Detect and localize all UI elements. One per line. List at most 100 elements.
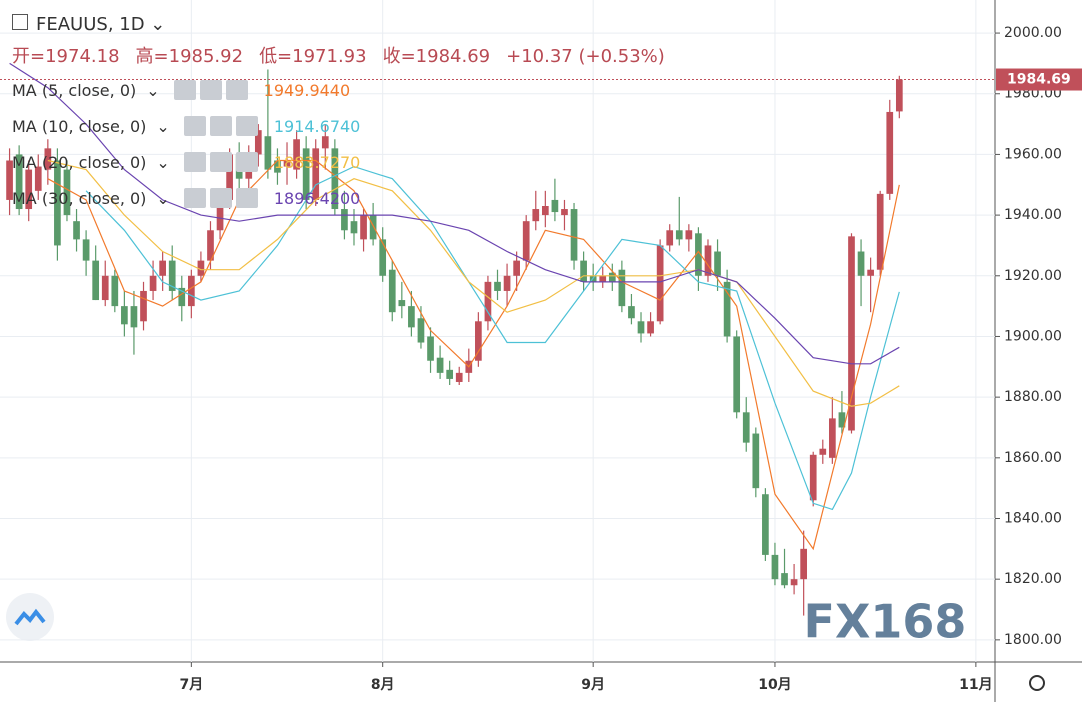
candle-body bbox=[159, 260, 166, 276]
candle-body bbox=[274, 160, 281, 173]
candle-body bbox=[130, 306, 138, 328]
candle-body bbox=[388, 269, 396, 313]
candle-body bbox=[570, 209, 578, 261]
ma-name: MA (10, close, 0) bbox=[12, 116, 147, 136]
candle-body bbox=[302, 148, 310, 200]
candle-body bbox=[369, 215, 377, 240]
ma-value: 1949.9440 bbox=[263, 80, 351, 100]
y-tick-label: 1920.00 bbox=[1004, 268, 1062, 284]
y-tick-label: 2000.00 bbox=[1004, 25, 1062, 41]
candle-body bbox=[341, 209, 348, 231]
y-tick-label: 1940.00 bbox=[1004, 207, 1062, 223]
candle-body bbox=[264, 136, 272, 170]
ma-line bbox=[85, 165, 900, 511]
candle-body bbox=[140, 290, 147, 322]
ma-button[interactable] bbox=[235, 152, 258, 172]
candle-body bbox=[561, 209, 568, 216]
candle-body bbox=[513, 260, 520, 276]
candle-body bbox=[408, 306, 415, 328]
ohlc-item: 低=1971.93 bbox=[259, 46, 367, 67]
chevron: ⌄ bbox=[156, 116, 170, 136]
candle-body bbox=[436, 357, 444, 373]
symbol[interactable]: FEAUUS, 1D ⌄ bbox=[12, 14, 165, 35]
x-tick-label: 7月 bbox=[179, 677, 203, 693]
ohlc-item: +10.37 (+0.53%) bbox=[506, 46, 665, 67]
candle-body bbox=[149, 275, 157, 291]
symbol-text: FEAUUS, 1D bbox=[36, 14, 145, 35]
ma-button[interactable] bbox=[183, 116, 206, 136]
candle-body bbox=[800, 548, 808, 580]
candle-body bbox=[580, 260, 587, 282]
candle-body bbox=[637, 321, 645, 334]
candle-body bbox=[838, 412, 846, 428]
ma-button[interactable] bbox=[209, 188, 232, 208]
ma-line bbox=[47, 159, 900, 407]
candle-body bbox=[178, 287, 186, 307]
candle-body bbox=[723, 281, 731, 337]
candle-body bbox=[752, 433, 760, 489]
ma-name: MA (30, close, 0) bbox=[12, 188, 147, 208]
candle-body bbox=[599, 275, 607, 282]
logo-icon bbox=[14, 608, 46, 626]
ma-button[interactable] bbox=[183, 188, 206, 208]
candle-body bbox=[541, 206, 549, 216]
candle-body bbox=[886, 111, 894, 194]
candle-body bbox=[742, 412, 750, 443]
candle-body bbox=[733, 336, 741, 413]
candle-body bbox=[475, 321, 482, 361]
ma-legend: MA (10, close, 0) ⌄ 1914.6740 bbox=[12, 116, 360, 136]
candle-body bbox=[44, 148, 52, 170]
candle-body bbox=[484, 281, 492, 322]
ma-button[interactable] bbox=[225, 80, 248, 100]
candle-body bbox=[92, 260, 100, 301]
candle-body bbox=[809, 454, 817, 501]
ma-button[interactable] bbox=[173, 80, 196, 100]
ma-button[interactable] bbox=[209, 116, 232, 136]
ma-legend: MA (30, close, 0) ⌄ 1896.4200 bbox=[12, 188, 360, 208]
ohlc-item: 收=1984.69 bbox=[382, 46, 491, 67]
y-tick-label: 1820.00 bbox=[1004, 571, 1062, 587]
candle-body bbox=[321, 136, 329, 149]
candle-body bbox=[647, 321, 654, 334]
candle-body bbox=[695, 233, 702, 276]
candle-body bbox=[63, 169, 71, 216]
candle-body bbox=[25, 169, 33, 210]
x-tick-label: 11月 bbox=[959, 677, 992, 693]
candle-body bbox=[168, 260, 176, 291]
candle-body bbox=[293, 139, 300, 170]
candle-body bbox=[121, 306, 128, 325]
candle-body bbox=[216, 199, 224, 231]
candle-body bbox=[848, 236, 855, 431]
candle-body bbox=[618, 269, 626, 307]
ma-button[interactable] bbox=[209, 152, 232, 172]
ma-button[interactable] bbox=[199, 80, 222, 100]
candle-body bbox=[350, 221, 358, 234]
ma-button[interactable] bbox=[235, 116, 258, 136]
candle-body bbox=[666, 230, 674, 246]
candle-body bbox=[6, 160, 13, 200]
candle-body bbox=[360, 215, 367, 240]
ohlc-item: 开=1974.18 bbox=[12, 46, 120, 67]
candle-body bbox=[226, 154, 233, 200]
candle-body bbox=[867, 269, 874, 276]
candle-body bbox=[656, 245, 664, 322]
candle-body bbox=[522, 221, 530, 261]
ma-name: MA (5, close, 0) bbox=[12, 80, 137, 100]
candle-body bbox=[283, 160, 291, 167]
y-tick-label: 1960.00 bbox=[1004, 146, 1062, 162]
settings-icon[interactable] bbox=[1029, 675, 1045, 691]
ma-value: 1896.4200 bbox=[273, 188, 361, 208]
candle-body bbox=[34, 166, 42, 191]
x-tick-label: 10月 bbox=[758, 677, 791, 693]
candle-body bbox=[608, 272, 616, 282]
chevron: ⌄ bbox=[156, 152, 170, 172]
ohlc-item: 高=1985.92 bbox=[135, 46, 244, 67]
ma-name: MA (20, close, 0) bbox=[12, 152, 147, 172]
ma-button[interactable] bbox=[183, 152, 206, 172]
candle-body bbox=[54, 160, 61, 246]
y-tick-label: 1880.00 bbox=[1004, 389, 1062, 405]
ma-button[interactable] bbox=[235, 188, 258, 208]
candle-body bbox=[781, 573, 788, 586]
candle-body bbox=[82, 239, 90, 261]
